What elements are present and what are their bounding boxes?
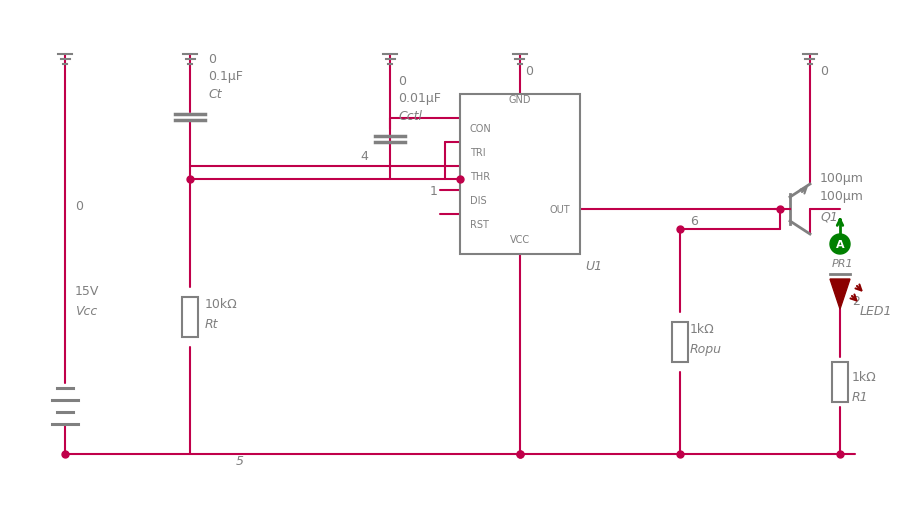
Text: LED1: LED1 <box>860 304 892 318</box>
Text: Vcc: Vcc <box>75 304 97 318</box>
Text: Q1: Q1 <box>820 210 838 222</box>
Text: R1: R1 <box>852 390 868 403</box>
Bar <box>832 362 848 402</box>
Text: 100μm: 100μm <box>820 190 864 203</box>
Text: 10kΩ: 10kΩ <box>205 297 238 310</box>
Text: Ropu: Ropu <box>690 343 722 355</box>
Text: 1kΩ: 1kΩ <box>852 370 877 383</box>
Text: 100μm: 100μm <box>820 172 864 185</box>
Bar <box>460 95 580 254</box>
Text: Cctl: Cctl <box>398 110 422 123</box>
Text: 0: 0 <box>75 200 83 213</box>
Text: THR: THR <box>470 172 490 182</box>
Text: VCC: VCC <box>510 235 530 244</box>
Circle shape <box>830 235 850 254</box>
Text: 4: 4 <box>360 150 368 163</box>
Bar <box>672 322 688 362</box>
Text: TRI: TRI <box>470 148 485 158</box>
Bar <box>182 297 198 337</box>
Text: Rt: Rt <box>205 318 219 330</box>
Text: OUT: OUT <box>550 205 570 215</box>
Text: PR1: PR1 <box>832 259 854 268</box>
Text: 0.1μF: 0.1μF <box>208 70 243 83</box>
Text: CON: CON <box>470 124 492 134</box>
Text: 0.01μF: 0.01μF <box>398 92 441 105</box>
Text: RST: RST <box>470 219 489 230</box>
Text: A: A <box>835 240 845 249</box>
Text: U1: U1 <box>585 260 602 272</box>
Text: 0: 0 <box>208 53 216 66</box>
Text: 6: 6 <box>690 215 698 228</box>
Text: 0: 0 <box>820 65 828 78</box>
Text: 1: 1 <box>430 185 438 197</box>
Text: 0: 0 <box>525 65 533 78</box>
Text: Ct: Ct <box>208 88 222 101</box>
Text: 0: 0 <box>398 75 406 88</box>
Text: 1kΩ: 1kΩ <box>690 322 714 335</box>
Text: 5: 5 <box>236 454 244 467</box>
Text: DIS: DIS <box>470 195 486 206</box>
Text: GND: GND <box>508 95 531 105</box>
Text: 2: 2 <box>852 294 860 307</box>
Polygon shape <box>830 279 850 309</box>
Text: 15V: 15V <box>75 285 99 297</box>
